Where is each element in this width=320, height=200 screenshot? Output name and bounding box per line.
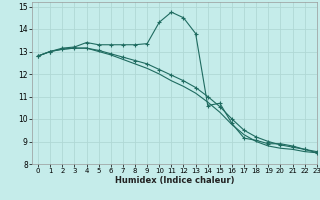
X-axis label: Humidex (Indice chaleur): Humidex (Indice chaleur) (115, 176, 234, 185)
